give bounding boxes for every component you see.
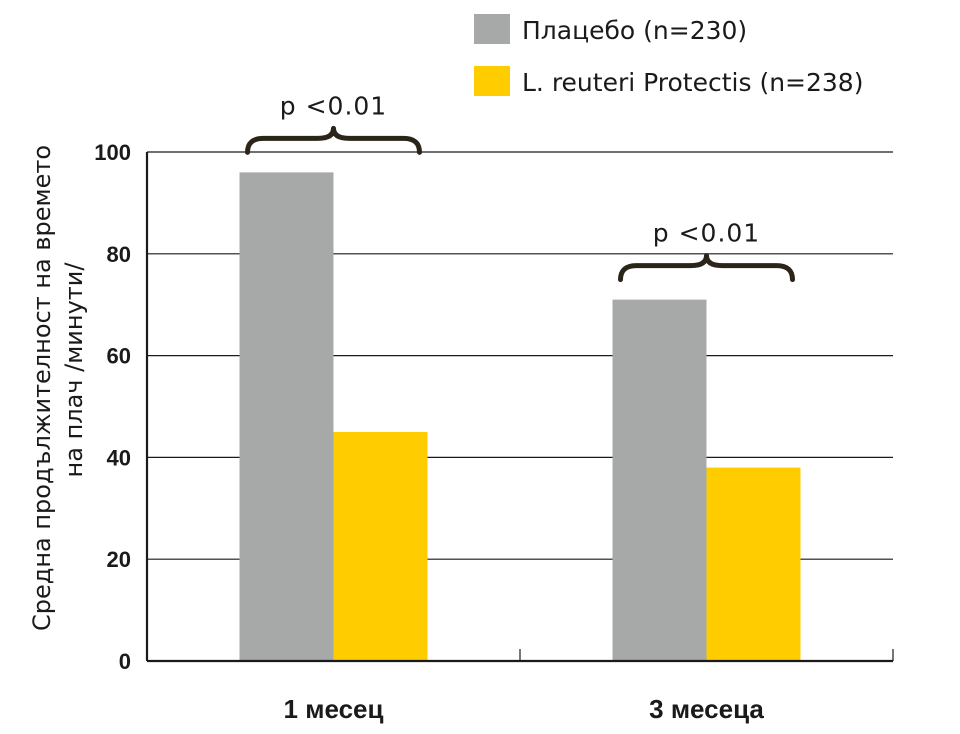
bar-placebo-2	[612, 299, 707, 661]
bar-placebo-1	[239, 172, 334, 662]
y-axis-label-line2: на плач /минути/	[60, 262, 88, 478]
bars	[239, 172, 801, 662]
y-tick-label: 40	[107, 445, 131, 470]
axes	[145, 152, 894, 663]
annotations: p <0.01 p <0.01	[245, 91, 795, 283]
significance-brace	[618, 253, 795, 283]
legend-swatch-l-reuteri	[474, 66, 510, 96]
y-axis-label: Средна продължителност на времето на пла…	[28, 145, 88, 631]
y-tick-labels: 0 20 40 60 80 100	[94, 140, 131, 674]
y-tick-label: 60	[107, 344, 131, 369]
y-tick-label: 0	[119, 649, 131, 674]
x-category-labels: 1 месец 3 месеца	[284, 694, 765, 724]
significance-brace	[245, 125, 422, 155]
x-category-label: 1 месец	[284, 694, 384, 724]
bar-l-reuteri-1	[333, 431, 428, 661]
x-category-label: 3 месеца	[649, 694, 764, 724]
bar-l-reuteri-2	[706, 467, 801, 661]
y-tick-label: 100	[94, 140, 131, 165]
legend: Плацебо (n=230) L. reuteri Protectis (n=2…	[474, 14, 863, 97]
y-tick-label: 20	[107, 547, 131, 572]
y-axis-label-line1: Средна продължителност на времето	[28, 145, 56, 631]
legend-label-placebo: Плацебо (n=230)	[522, 16, 747, 45]
p-value-label: p <0.01	[280, 91, 387, 120]
y-tick-label: 80	[107, 242, 131, 267]
p-value-label: p <0.01	[653, 219, 760, 248]
legend-label-l-reuteri: L. reuteri Protectis (n=238)	[522, 68, 863, 97]
legend-swatch-placebo	[474, 14, 510, 44]
